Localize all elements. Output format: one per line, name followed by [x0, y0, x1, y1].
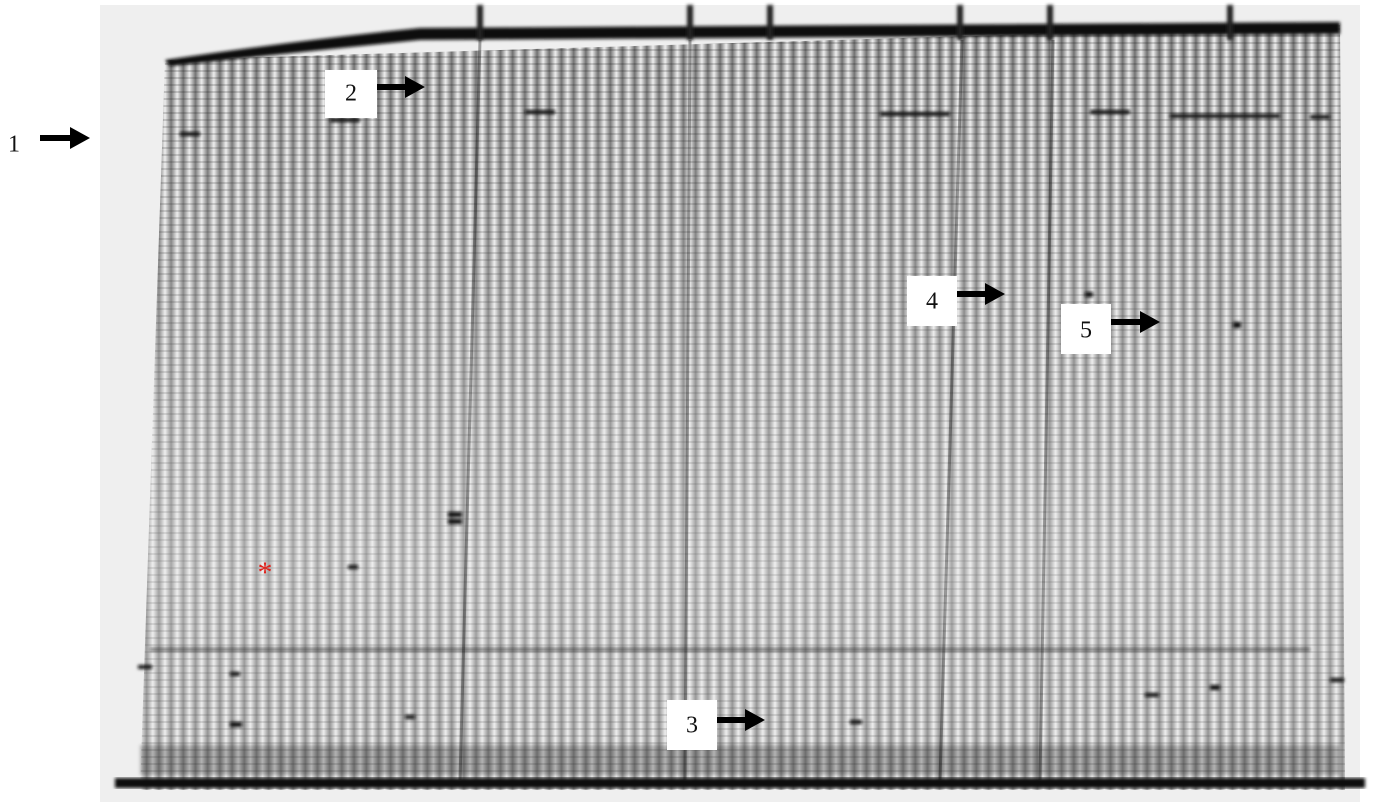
label-5: 5	[1080, 318, 1092, 344]
gel-lanes	[140, 25, 1345, 790]
bottom-band	[115, 778, 1365, 788]
label-1: 1	[8, 132, 20, 158]
label-2: 2	[345, 81, 357, 107]
lower-smear	[140, 745, 1340, 775]
label-3: 3	[686, 713, 698, 739]
gel-figure: 1 2 3 4 5 *	[0, 0, 1387, 802]
label-4: 4	[926, 289, 938, 315]
arrow	[40, 127, 90, 149]
asterisk-marker: *	[258, 556, 273, 589]
